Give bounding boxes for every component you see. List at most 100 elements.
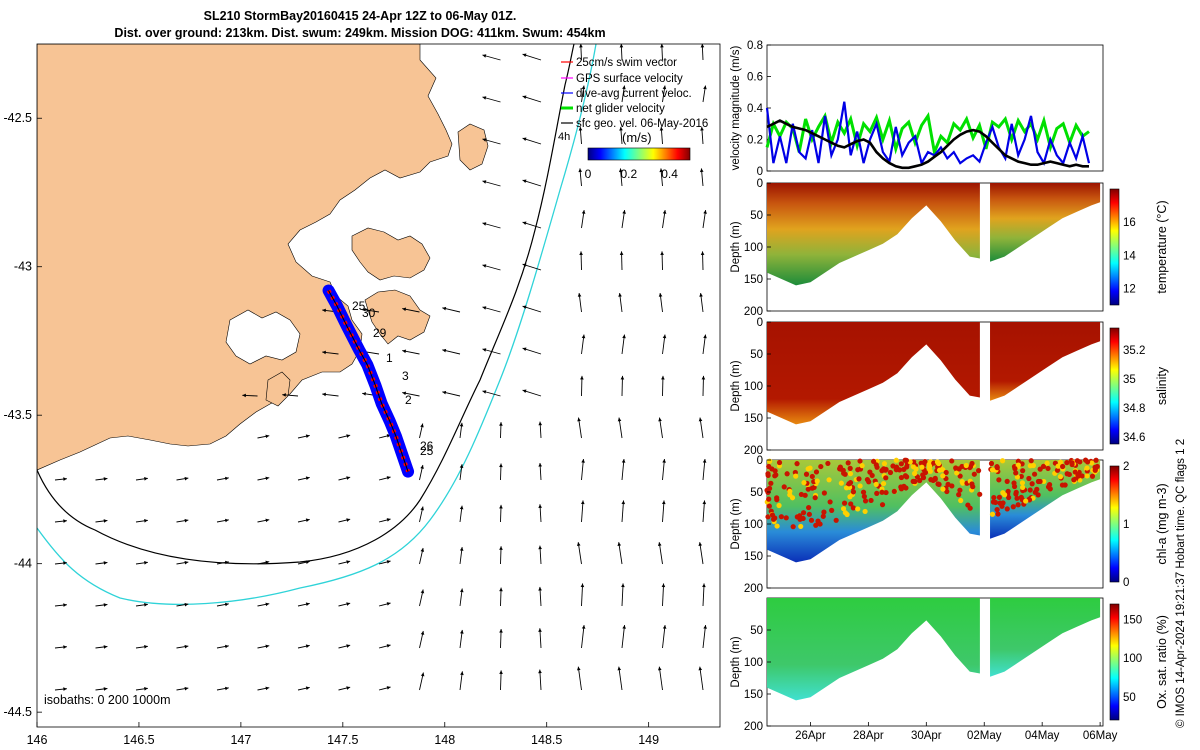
geo-velocity-arrowhead: [459, 464, 464, 468]
geo-velocity-arrowhead: [580, 583, 585, 588]
geo-velocity-arrowhead: [420, 589, 425, 594]
geo-velocity-arrowhead: [265, 602, 270, 607]
chl-sample-dot: [813, 469, 820, 475]
geo-velocity-arrowhead: [386, 686, 391, 690]
isobath-1000m-line: [37, 44, 597, 605]
salinity-y-axis-label: Depth (m): [730, 360, 742, 411]
chl-sample-dot: [787, 492, 793, 498]
chl-sample-dot: [940, 473, 946, 479]
velocity-y-tick-label: 0.4: [747, 103, 764, 115]
chl-sample-dot: [1000, 490, 1006, 496]
geo-velocity-arrowhead: [581, 458, 585, 463]
chl-sample-dot: [879, 502, 886, 508]
salinity-y-tick-label: 150: [744, 413, 763, 425]
map-y-tick-label: -44: [14, 557, 32, 571]
chl-sample-dot: [879, 489, 885, 495]
track-day-labels: 25 30 29 1 3 2 26 25: [352, 299, 434, 458]
chl-sample-dot: [954, 470, 960, 476]
geo-velocity-arrowhead: [522, 53, 527, 57]
salinity-section-fill: [990, 322, 1101, 401]
temperature-colorbar-tick-label: 16: [1123, 217, 1136, 229]
chl-sample-dot: [821, 490, 827, 496]
chl-sample-dot: [928, 477, 934, 483]
map-y-tick-label: -44.5: [4, 705, 33, 719]
geo-velocity-arrowhead: [184, 476, 189, 481]
chl-sample-dot: [808, 517, 815, 523]
chl-sample-dot: [920, 472, 926, 478]
geo-velocity-arrowhead: [700, 44, 705, 48]
geo-velocity-arrowhead: [224, 518, 229, 523]
temperature-colorbar: [1109, 188, 1120, 306]
geo-velocity-arrow: [702, 583, 705, 607]
chl-sample-dot: [1079, 473, 1085, 479]
chl-sample-dot: [940, 486, 946, 492]
geo-velocity-arrowhead: [581, 210, 586, 214]
chl-sample-dot: [850, 505, 856, 511]
temperature-colorbar-tick-label: 14: [1123, 250, 1136, 262]
geo-velocity-arrowhead: [622, 210, 626, 214]
geo-velocity-arrowhead: [402, 391, 407, 396]
chl-sample-dot: [967, 505, 973, 511]
geo-velocity-arrowhead: [538, 628, 542, 632]
geo-velocity-arrowhead: [265, 644, 270, 649]
map-legend: 25cm/s swim vector GPS surface velocity …: [558, 57, 708, 181]
forestier-peninsula-land: [351, 227, 431, 281]
chl-sample-dot: [956, 466, 962, 472]
geo-velocity-arrowhead: [322, 392, 326, 397]
geo-velocity-arrowhead: [442, 348, 447, 353]
geo-velocity-arrowhead: [622, 625, 626, 629]
geo-velocity-arrowhead: [659, 168, 664, 173]
chl-sample-dot: [1014, 495, 1020, 501]
geo-velocity-arrowhead: [305, 602, 310, 606]
oxygen-colorbar-tick-label: 50: [1123, 692, 1136, 704]
chl-sample-dot: [766, 485, 773, 491]
chl-sample-dot: [821, 509, 827, 515]
chl-sample-dot: [957, 473, 963, 479]
geo-velocity-arrowhead: [386, 560, 391, 564]
geo-velocity-arrowhead: [144, 560, 148, 565]
salinity-y-tick-label: 0: [757, 317, 763, 329]
geo-velocity-arrowhead: [698, 417, 703, 422]
velocity-y-tick-label: 0.2: [747, 135, 763, 147]
colorbar-unit-label: (m/s): [622, 130, 652, 145]
chl-sample-dot: [903, 457, 910, 463]
geo-velocity-arrowhead: [482, 54, 487, 58]
temperature-colorbar-label: temperature (°C): [1155, 200, 1169, 293]
geo-velocity-arrowhead: [442, 390, 447, 395]
bruny-island-land: [265, 371, 291, 407]
chl-sample-dot: [971, 471, 977, 477]
legend-label-net: net glider velocity: [576, 103, 665, 115]
geo-velocity-arrowhead: [460, 629, 464, 634]
geo-velocity-arrowhead: [305, 560, 310, 564]
geo-velocity-arrowhead: [499, 463, 503, 468]
chl-sample-dot: [1037, 466, 1043, 472]
geo-velocity-arrowhead: [362, 392, 367, 396]
day-label: 25: [352, 299, 366, 313]
chl-sample-dot: [868, 497, 874, 504]
geo-velocity-arrowhead: [346, 644, 351, 648]
chl-sample-dot: [957, 487, 963, 493]
chl-sample-dot: [860, 489, 867, 495]
legend-label-swim: 25cm/s swim vector: [576, 57, 677, 69]
temperature-colorbar-tick-label: 12: [1123, 283, 1136, 295]
geo-velocity-arrowhead: [144, 602, 148, 607]
chl-sample-dot: [1020, 484, 1026, 490]
geo-velocity-arrowhead: [63, 603, 67, 607]
geo-velocity-arrowhead: [224, 686, 229, 691]
chl-sample-dot: [1018, 473, 1024, 480]
chl-sample-dot: [857, 458, 863, 464]
chl-sample-dot: [1020, 468, 1026, 474]
geo-velocity-arrowhead: [144, 476, 148, 481]
geo-velocity-arrowhead: [657, 666, 662, 671]
chl-sample-dot: [1085, 459, 1091, 465]
geo-velocity-arrowhead: [386, 602, 391, 606]
speed-colorbar: [587, 147, 691, 161]
chlorophyll-colorbar: [1109, 465, 1120, 583]
geo-velocity-arrowhead: [224, 644, 229, 649]
chl-sample-dot: [1027, 487, 1033, 493]
geo-velocity-arrowhead: [103, 645, 108, 649]
chl-sample-dot: [798, 523, 804, 530]
chl-sample-dot: [1030, 462, 1037, 469]
geo-velocity-arrowhead: [144, 518, 148, 523]
derwent-estuary-water: [225, 309, 301, 365]
